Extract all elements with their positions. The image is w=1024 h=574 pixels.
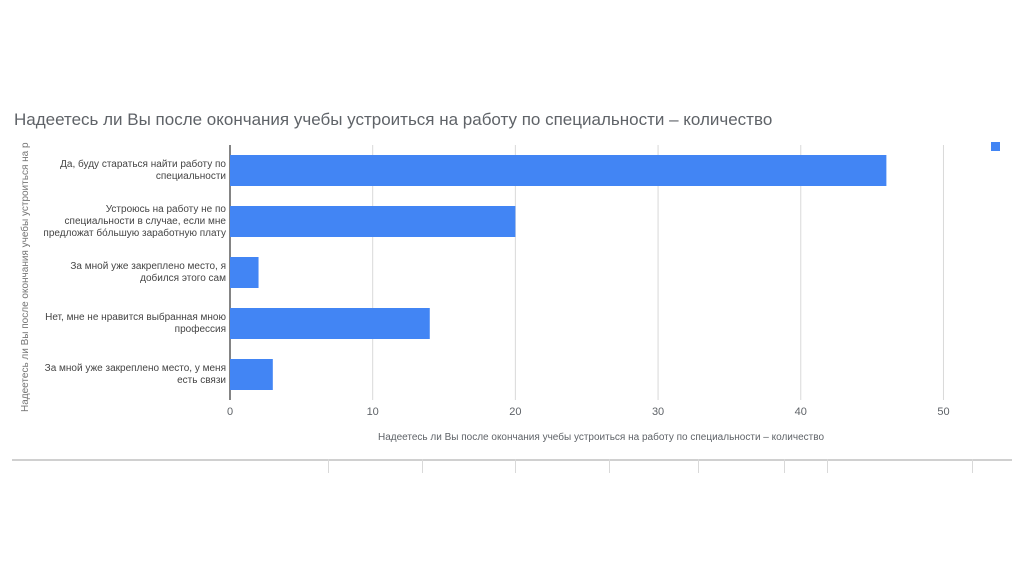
toolbar-cell [609,459,610,473]
x-axis-label: Надеетесь ли Вы после окончания учебы ус… [377,432,825,443]
category-label-line: специальности в случае, если мне [64,215,226,227]
category-label-line: За мной уже закреплено место, я [70,260,226,272]
toolbar-cell [827,459,828,473]
toolbar-cell [422,459,423,473]
category-label: За мной уже закреплено место, у меня есть… [26,363,226,387]
category-label: За мной уже закреплено место, я добился э… [26,261,226,285]
chart-title: Надеетесь ли Вы после окончания учебы ус… [14,110,773,129]
toolbar-cell [972,459,973,473]
toolbar-cell [698,459,699,473]
category-label: Да, буду стараться найти работу по специа… [26,159,226,183]
x-tick-label: 40 [794,406,807,418]
category-label-line: Устроюсь на работу не по [105,203,226,215]
category-label-line: специальности [155,170,226,182]
category-label-line: добился этого сам [140,272,226,284]
category-label-line: За мной уже закреплено место, у меня [44,362,226,374]
category-label: Устроюсь на работу не по специальности в … [26,204,226,240]
category-label: Нет, мне не нравится выбранная мною профе… [26,312,226,336]
bar[interactable] [230,257,259,288]
toolbar-cell [784,459,785,473]
bar[interactable] [230,308,430,339]
category-label-line: предложат бо́льшую заработную плату [43,227,226,239]
bar[interactable] [230,359,273,390]
category-label-line: профессия [174,323,226,335]
x-tick-label: 10 [366,406,379,418]
x-tick-label: 30 [651,406,665,418]
category-label-line: Да, буду стараться найти работу по [60,158,226,170]
bar[interactable] [230,155,887,186]
toolbar-divider [12,459,1012,461]
toolbar-cell [515,459,516,473]
toolbar-cell [328,459,329,473]
x-tick-label: 20 [509,406,522,418]
category-label-line: есть связи [177,374,226,386]
x-tick-label: 50 [937,406,950,418]
category-label-line: Нет, мне не нравится выбранная мною [45,311,226,323]
legend-swatch[interactable] [991,142,1000,151]
x-tick-label: 0 [226,406,234,418]
bottom-toolbar-strip [12,459,1012,475]
bar[interactable] [230,206,516,237]
